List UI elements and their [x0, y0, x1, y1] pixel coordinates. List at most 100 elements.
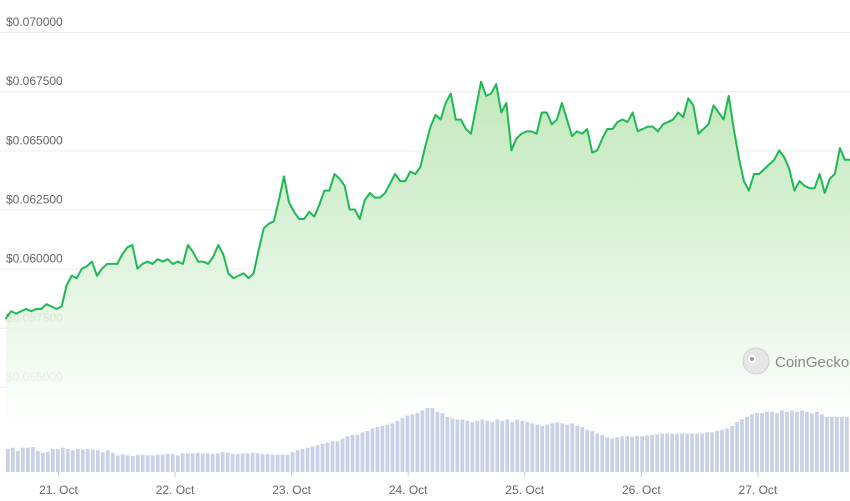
volume-bar [605, 437, 610, 472]
y-tick-label: $0.065000 [6, 133, 63, 147]
volume-bar [590, 431, 595, 472]
volume-bar [550, 423, 555, 472]
volume-bar [50, 448, 55, 472]
volume-bar [540, 425, 545, 472]
volume-bar [260, 454, 265, 472]
volume-bar [715, 431, 719, 472]
volume-bar [340, 438, 345, 472]
volume-bar [565, 424, 570, 472]
volume-bar [390, 423, 395, 472]
volume-bar [100, 452, 105, 472]
volume-bar [125, 455, 130, 472]
volume-bar [750, 414, 754, 472]
volume-bar [45, 452, 50, 472]
volume-bar [170, 454, 175, 472]
volume-bar [360, 432, 365, 472]
volume-bar [315, 445, 320, 472]
volume-bar [180, 453, 185, 472]
volume-bar [705, 432, 709, 472]
volume-bar [505, 419, 510, 472]
volume-bar [325, 442, 330, 472]
x-tick-label: 25. Oct [505, 483, 544, 497]
volume-bar [365, 431, 370, 472]
volume-bar [685, 433, 689, 472]
volume-bar [15, 450, 20, 472]
volume-bar [425, 408, 430, 472]
volume-bar [140, 454, 145, 472]
x-tick-label: 22. Oct [156, 483, 195, 497]
volume-bar [760, 413, 764, 472]
volume-bar [475, 420, 480, 472]
volume-bar [65, 448, 70, 472]
volume-bar [545, 424, 550, 472]
volume-bar [480, 419, 485, 472]
volume-bar [70, 450, 75, 472]
volume-bar [330, 441, 335, 472]
volume-bar [655, 434, 660, 472]
volume-bar [725, 428, 729, 472]
volume-bar [665, 433, 670, 472]
volume-bar [745, 416, 749, 472]
price-area-fill [6, 81, 850, 427]
volume-bar [115, 455, 120, 472]
volume-bar [225, 452, 230, 472]
volume-bar [350, 434, 355, 472]
volume-bar [345, 436, 350, 472]
volume-bar [255, 453, 260, 472]
volume-bar [610, 438, 615, 472]
volume-bar [690, 433, 694, 472]
volume-bar [160, 454, 165, 472]
volume-bar [235, 454, 240, 472]
volume-bar [640, 436, 645, 472]
volume-bar [165, 454, 170, 472]
volume-bar [430, 408, 435, 472]
volume-bar [265, 454, 270, 472]
volume-bar [630, 436, 635, 472]
volume-bar [555, 422, 560, 472]
volume-bar [440, 413, 445, 472]
volume-bar [730, 425, 734, 472]
volume-bar [120, 454, 125, 472]
volume-bar [830, 416, 834, 472]
x-tick-label: 24. Oct [389, 483, 428, 497]
price-line [5, 80, 850, 320]
volume-bar [740, 419, 744, 472]
volume-bar [530, 423, 535, 472]
volume-bar [290, 452, 295, 472]
volume-bar [795, 411, 799, 472]
volume-bar [490, 422, 495, 472]
volume-bar [275, 454, 280, 472]
volume-bar [675, 433, 679, 472]
volume-bar [600, 434, 605, 472]
volume-bar [75, 448, 80, 472]
volume-bar [835, 416, 839, 472]
volume-bar [570, 423, 575, 472]
volume-bar [20, 447, 25, 472]
volume-bar [210, 454, 215, 472]
volume-bar [720, 429, 724, 472]
volume-bar [840, 416, 844, 472]
volume-bar [6, 448, 10, 472]
volume-bar [155, 454, 160, 472]
y-tick-label: $0.067500 [6, 74, 63, 88]
volume-bar [310, 446, 315, 472]
volume-bar [335, 441, 340, 472]
volume-bar [110, 452, 115, 472]
volume-bar [300, 448, 305, 472]
volume-bar [105, 450, 110, 472]
volume-bar [35, 450, 40, 472]
volume-bar [40, 452, 45, 472]
volume-bar [625, 436, 630, 472]
volume-bar [680, 433, 684, 472]
volume-bar [10, 447, 15, 472]
volume-bar [595, 433, 600, 472]
y-tick-label: $0.070000 [6, 15, 63, 29]
volume-bar [400, 418, 405, 472]
gecko-pupil-icon [750, 357, 754, 361]
volume-bar [175, 455, 180, 472]
volume-bar [30, 447, 35, 472]
volume-bar [780, 410, 784, 472]
volume-bar [465, 420, 470, 472]
volume-bar [85, 448, 90, 472]
y-tick-label: $0.062500 [6, 193, 63, 207]
